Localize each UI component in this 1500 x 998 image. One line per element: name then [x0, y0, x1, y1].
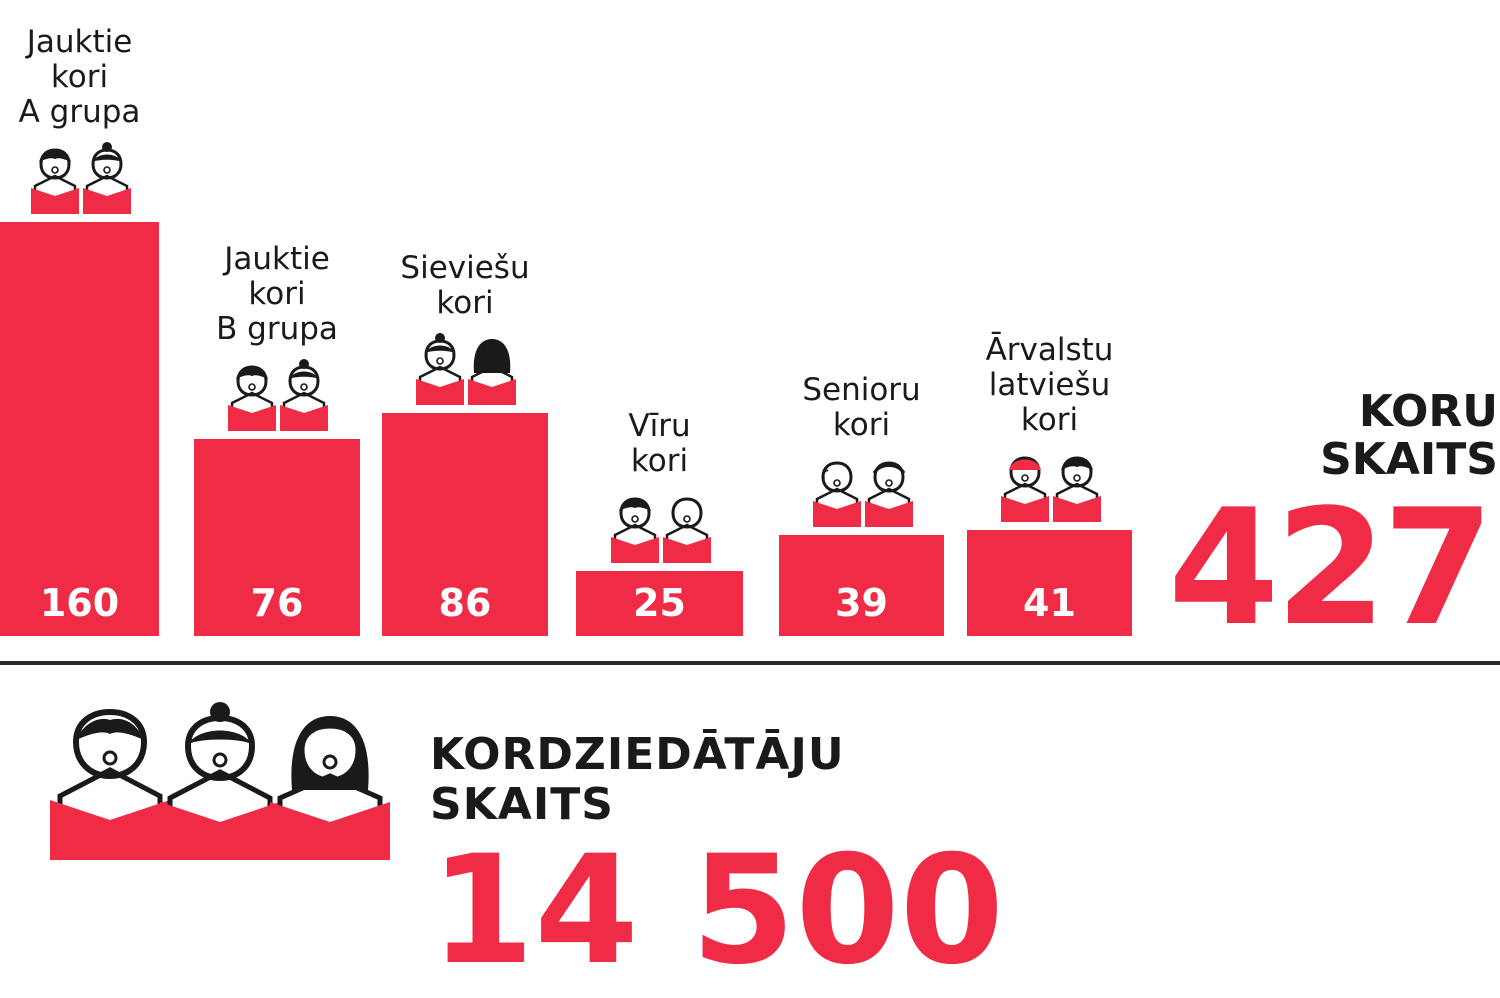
bar-2: [194, 439, 360, 636]
category-label: Vīru kori: [628, 408, 691, 479]
singer-icons: [28, 142, 132, 214]
singer-count-label: KORDZIEDĀTĀJU SKAITS: [430, 729, 845, 830]
man-singer-icon: [228, 365, 276, 431]
bar-3: [382, 413, 548, 636]
singer-count-value: 14 500: [430, 824, 1005, 998]
woman-long-hair-singer-icon: [468, 339, 516, 405]
woman-long-hair-singer-icon: [270, 716, 390, 860]
red-cap-singer-icon: [1000, 456, 1049, 522]
bar-value-label: 160: [39, 581, 120, 625]
singers-illustration: [20, 700, 400, 860]
category-label: Ārvalstu latviešu kori: [985, 332, 1114, 438]
bar-value-label: 41: [1023, 581, 1076, 625]
woman-bun-singer-icon: [160, 702, 280, 860]
category-label: Jauktie kori A grupa: [18, 24, 141, 130]
man-singer-icon: [30, 148, 79, 214]
category-label: Jauktie kori B grupa: [216, 241, 338, 347]
bar-value-label: 39: [835, 581, 888, 625]
bar-6: [967, 530, 1132, 636]
senior-woman-singer-icon: [864, 461, 913, 527]
bald-man-singer-icon: [662, 497, 711, 563]
bar-chart: [0, 222, 1132, 636]
man-singer-icon: [1052, 456, 1101, 522]
bar-5: [779, 535, 944, 636]
bar-value-label: 25: [633, 581, 686, 625]
woman-bun-singer-icon: [82, 142, 131, 214]
choir-count-label: KORU SKAITS: [1320, 386, 1498, 485]
man-singer-icon: [50, 708, 170, 860]
woman-bun-singer-icon: [280, 359, 328, 431]
woman-bun-singer-icon: [416, 333, 464, 405]
senior-man-singer-icon: [812, 461, 861, 527]
bar-value-label: 76: [250, 581, 304, 625]
category-label: Sieviešu kori: [400, 250, 530, 321]
singer-icons: [413, 333, 517, 405]
singer-icons: [225, 359, 329, 431]
bar-1: [0, 222, 159, 636]
singer-icons: [998, 450, 1102, 522]
bar-value-label: 86: [438, 581, 492, 625]
category-label: Senioru kori: [802, 372, 921, 443]
man-singer-icon: [610, 497, 659, 563]
section-divider: [0, 661, 1500, 665]
choir-infographic: 160 Jauktie kori A grupa 76 Jauktie kori B …: [0, 24, 1500, 986]
singer-icons: [810, 455, 914, 527]
choir-count-value: 427: [1168, 474, 1494, 661]
bar-4: [576, 571, 743, 636]
singer-icons: [608, 491, 712, 563]
